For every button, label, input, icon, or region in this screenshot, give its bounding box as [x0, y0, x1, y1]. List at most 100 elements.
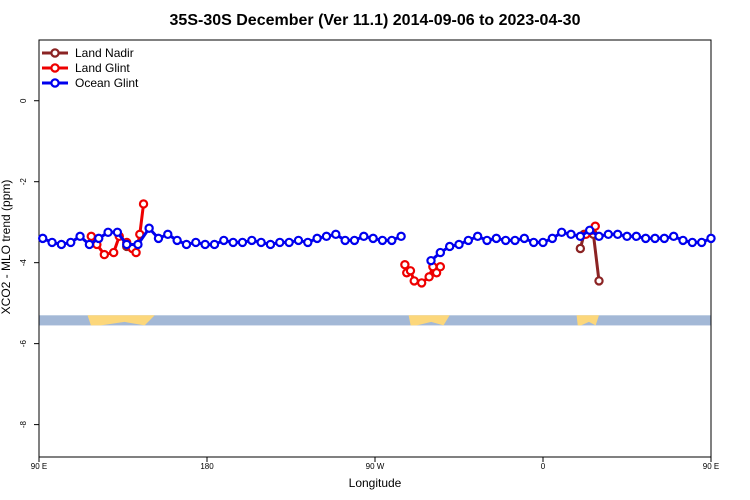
series-2-point-0-12	[153, 233, 164, 244]
series-2-point-1-20	[612, 229, 623, 240]
land-band	[39, 315, 711, 326]
legend-label-1: Land Glint	[75, 61, 130, 75]
series-2-point-1-11	[528, 237, 539, 248]
series-2-point-0-22	[247, 235, 257, 246]
x-tick-label-4: 90 E	[703, 462, 719, 471]
series-2-point-0-16	[191, 237, 201, 248]
series-2-point-0-13	[163, 229, 173, 240]
x-tick-label-1: 180	[200, 462, 214, 471]
series-2-point-1-22	[631, 231, 642, 242]
series-2-point-0-33	[349, 235, 360, 246]
series-2-point-0-9	[122, 239, 132, 250]
legend-marker-1	[50, 63, 60, 73]
series-2-point-0-6	[94, 233, 104, 244]
chart-title: 35S-30S December (Ver 11.1) 2014-09-06 t…	[170, 12, 581, 29]
series-2-point-1-5	[472, 231, 483, 242]
series-2-point-0-19	[219, 235, 229, 246]
legend-label-0: Land Nadir	[75, 46, 134, 60]
series-2-point-0-17	[200, 239, 210, 250]
series-2-point-0-1	[47, 237, 57, 248]
series-2-point-1-6	[482, 235, 492, 246]
series-2-point-1-13	[547, 233, 558, 244]
series-2-point-1-7	[491, 233, 502, 244]
series-1-point-1-2	[405, 266, 416, 276]
series-layer	[38, 199, 716, 288]
series-2-point-0-0	[38, 233, 48, 244]
series-2-point-0-37	[387, 235, 397, 246]
series-2-point-0-23	[256, 237, 266, 248]
ocean-band	[39, 315, 711, 326]
series-2-point-1-2	[444, 241, 455, 252]
y-tick-label-4: -8	[19, 421, 28, 429]
series-2-point-1-1	[435, 247, 446, 258]
x-axis-label: Longitude	[349, 476, 402, 490]
series-2-point-0-2	[56, 239, 67, 250]
series-1-point-1-5	[424, 272, 434, 282]
series-2-point-1-16	[575, 231, 586, 242]
series-2-point-1-28	[687, 237, 698, 248]
land-area-1	[408, 315, 450, 326]
series-1-point-1-0	[400, 259, 410, 270]
land-area-0	[87, 315, 155, 326]
series-2-point-0-34	[359, 231, 369, 242]
series-2-point-1-15	[566, 229, 576, 240]
series-2-point-1-10	[519, 233, 530, 244]
series-2-point-1-4	[463, 235, 474, 246]
series-1-point-1-4	[416, 278, 427, 288]
series-2-point-0-24	[265, 239, 276, 250]
x-tick-label-3: 0	[541, 462, 546, 471]
series-0-point-1-4	[594, 276, 604, 286]
series-2-point-0-10	[133, 239, 143, 250]
series-2-point-1-0	[426, 255, 436, 266]
series-2-point-0-32	[340, 235, 350, 246]
series-1-point-0-9	[138, 199, 149, 209]
series-2-point-1-24	[650, 233, 660, 244]
y-axis: 0 -2 -4 -6 -8	[19, 98, 39, 428]
series-2-point-0-21	[237, 237, 248, 248]
series-2-point-1-27	[678, 235, 688, 246]
series-2-point-0-18	[209, 239, 220, 250]
series-2-point-1-30	[706, 233, 716, 244]
x-axis: 90 E 180 90 W 0 90 E	[31, 457, 719, 471]
series-2-point-0-8	[112, 227, 123, 238]
series-2-point-0-26	[284, 237, 294, 248]
series-2-point-1-19	[603, 229, 614, 240]
series-2-point-1-14	[556, 227, 567, 238]
y-tick-label-1: -2	[19, 178, 28, 186]
series-2-point-0-28	[303, 237, 313, 248]
series-2-point-1-9	[510, 235, 520, 246]
y-axis-label: XCO2 - MLO trend (ppm)	[0, 180, 13, 315]
series-2-point-1-12	[538, 237, 548, 248]
series-2-point-1-25	[659, 233, 670, 244]
land-area-2	[576, 315, 599, 326]
series-2-point-1-26	[668, 231, 679, 242]
legend-marker-2	[50, 78, 60, 88]
series-2-point-0-31	[331, 229, 341, 240]
series-1-point-1-8	[435, 262, 446, 272]
series-2-point-0-11	[144, 223, 154, 233]
series-2-point-1-23	[640, 233, 651, 244]
series-2-point-1-17	[584, 225, 595, 235]
series-2-point-1-21	[622, 231, 632, 242]
y-tick-label-0: 0	[19, 98, 28, 103]
series-2-point-0-30	[321, 231, 332, 242]
x-tick-label-2: 90 W	[366, 462, 385, 471]
series-1-point-0-0	[86, 231, 96, 242]
series-0-point-1-0	[575, 243, 586, 254]
series-1-point-1-3	[409, 276, 419, 286]
series-2-point-0-35	[368, 233, 378, 244]
series-2-point-0-14	[172, 235, 182, 246]
series-2-point-1-3	[454, 239, 464, 250]
series-2-point-0-25	[275, 237, 285, 248]
legend-label-2: Ocean Glint	[75, 76, 139, 90]
series-1-point-0-7	[131, 247, 141, 258]
series-2-point-0-20	[228, 237, 238, 248]
x-tick-label-0: 90 E	[31, 462, 47, 471]
series-2-point-1-18	[594, 231, 604, 242]
y-tick-label-3: -6	[19, 340, 28, 348]
series-2-point-0-4	[75, 231, 85, 242]
series-2-point-0-15	[181, 239, 192, 250]
legend-marker-0	[50, 48, 60, 58]
